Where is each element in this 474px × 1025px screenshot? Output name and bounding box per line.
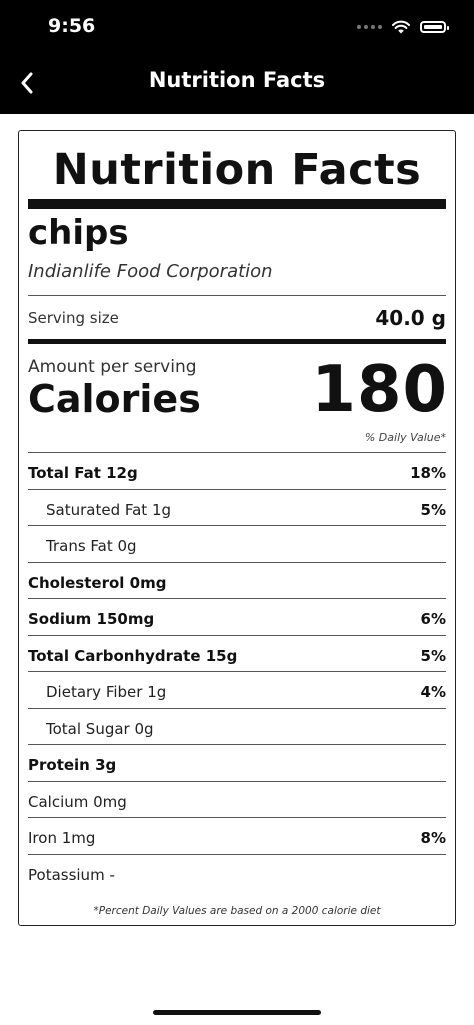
calories-label: Calories	[28, 377, 201, 421]
nutrient-row-dietary-fiber: Dietary Fiber 1g 4%	[28, 671, 446, 708]
nutrient-label: Trans Fat 0g	[46, 537, 137, 555]
nutrient-row-trans-fat: Trans Fat 0g	[28, 525, 446, 562]
divider	[28, 295, 446, 296]
product-name: chips	[28, 213, 129, 253]
daily-value-header: % Daily Value*	[364, 431, 446, 444]
cellular-signal-icon	[357, 25, 382, 29]
status-time: 9:56	[48, 15, 96, 37]
nutrient-row-cholesterol: Cholesterol 0mg	[28, 561, 446, 599]
nutrient-row-protein: Protein 3g	[28, 744, 446, 781]
nutrient-daily-value: 6%	[420, 610, 446, 628]
battery-icon	[420, 21, 449, 33]
nav-title: Nutrition Facts	[148, 68, 326, 92]
daily-value-footnote: *Percent Daily Values are based on a 200…	[93, 905, 381, 917]
nutrient-label: Total Fat 12g	[28, 464, 138, 482]
nutrient-label: Cholesterol 0mg	[28, 573, 167, 592]
nutrient-label: Potassium -	[28, 865, 115, 884]
nutrient-row-saturated-fat: Saturated Fat 1g 5%	[28, 488, 446, 526]
nutrient-row-calcium: Calcium 0mg	[28, 780, 446, 818]
nutrient-label: Dietary Fiber 1g	[46, 683, 167, 701]
nutrient-label: Sodium 150mg	[28, 610, 155, 628]
nutrient-row-iron: Iron 1mg 8%	[28, 817, 446, 854]
nutrient-row-sodium: Sodium 150mg 6%	[28, 598, 446, 635]
wifi-icon	[392, 20, 410, 34]
nutrient-label: Total Sugar 0g	[46, 719, 154, 738]
serving-size-value: 40.0 g	[375, 306, 446, 330]
back-button[interactable]	[12, 66, 42, 100]
chevron-left-icon	[21, 72, 33, 94]
label-title: Nutrition Facts	[52, 145, 422, 195]
nutrient-daily-value: 4%	[420, 683, 446, 701]
nutrient-label: Total Carbonhydrate 15g	[28, 646, 238, 665]
nutrient-list: Total Fat 12g 18% Saturated Fat 1g 5% Tr…	[28, 452, 446, 890]
status-icons	[357, 17, 449, 37]
nutrient-row-total-sugar: Total Sugar 0g	[28, 707, 446, 745]
nutrient-label: Protein 3g	[28, 756, 117, 774]
brand-name: Indianlife Food Corporation	[28, 261, 273, 282]
nutrient-daily-value: 8%	[420, 829, 446, 847]
calories-value: 180	[311, 353, 448, 427]
serving-size-label: Serving size	[28, 309, 119, 327]
nutrient-daily-value: 5%	[420, 500, 446, 519]
nutrient-row-potassium: Potassium -	[28, 853, 446, 891]
navigation-bar: 9:56 Nutrition Facts	[0, 0, 474, 114]
nutrient-label: Calcium 0mg	[28, 792, 127, 811]
title-divider	[28, 199, 446, 209]
home-indicator[interactable]	[153, 1010, 321, 1015]
nutrient-daily-value: 5%	[420, 646, 446, 665]
nutrient-daily-value: 18%	[410, 464, 446, 482]
amount-per-serving-label: Amount per serving	[28, 357, 197, 377]
nutrient-row-total-carbohydrate: Total Carbonhydrate 15g 5%	[28, 634, 446, 672]
serving-divider	[28, 339, 446, 344]
nutrient-label: Saturated Fat 1g	[46, 500, 172, 519]
nutrient-row-total-fat: Total Fat 12g 18%	[28, 452, 446, 489]
nutrient-label: Iron 1mg	[28, 829, 96, 847]
nutrition-label: Nutrition Facts chips Indianlife Food Co…	[18, 130, 456, 926]
